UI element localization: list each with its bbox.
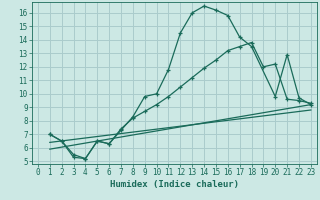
X-axis label: Humidex (Indice chaleur): Humidex (Indice chaleur) xyxy=(110,180,239,189)
